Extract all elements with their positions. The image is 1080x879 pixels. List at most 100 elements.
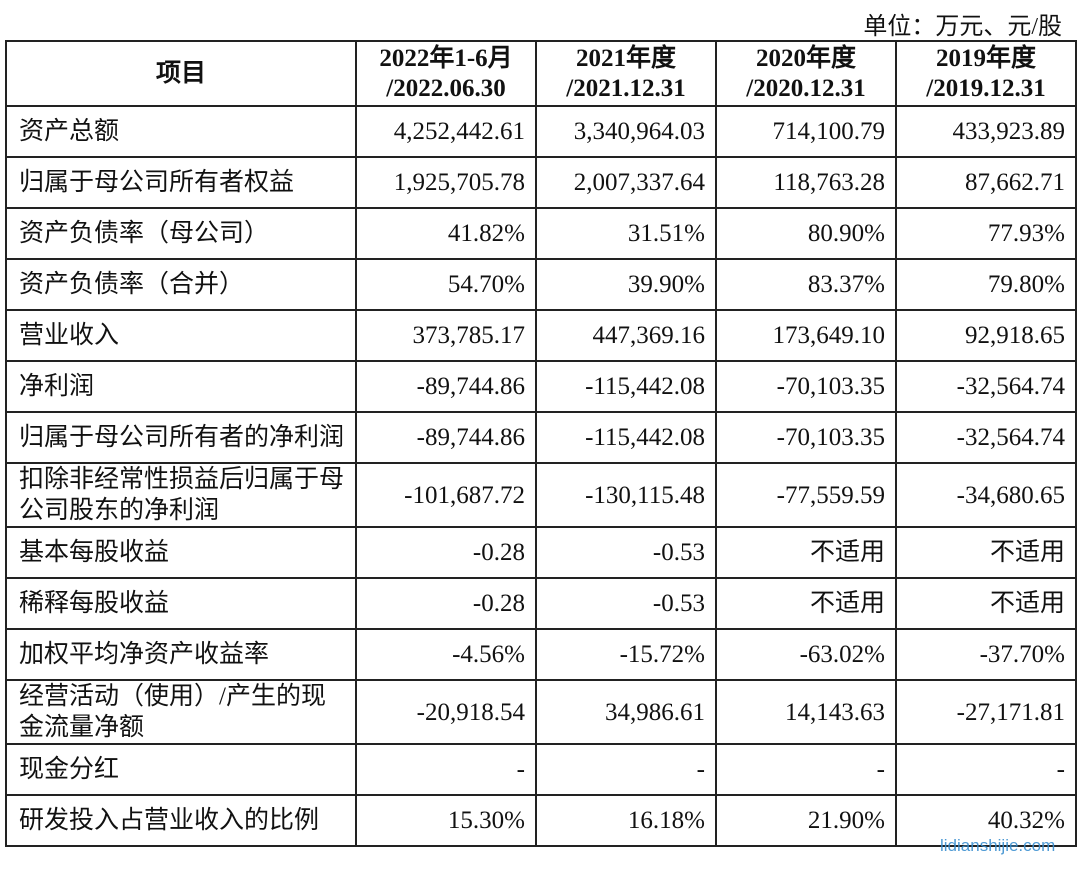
value-cell: -0.28 [355,577,537,630]
table-row: 稀释每股收益 -0.28 -0.53 不适用 不适用 [5,577,1077,630]
table-row: 净利润 -89,744.86 -115,442.08 -70,103.35 -32,56… [5,360,1077,413]
row-label: 稀释每股收益 [5,577,357,630]
header-line: 2020年度 [755,44,856,72]
value-cell: 不适用 [715,577,897,630]
value-cell: -101,687.72 [355,462,537,528]
value-cell: 41.82% [355,207,537,260]
table-row: 资产负债率（合并） 54.70% 39.90% 83.37% 79.80% [5,258,1077,311]
value-cell: -20,918.54 [355,679,537,745]
header-cell: 2022年1-6月/2022.06.30 [355,40,537,107]
value-cell: -77,559.59 [715,462,897,528]
row-label: 资产总额 [5,105,357,158]
value-cell: 15.30% [355,794,537,847]
value-cell: 79.80% [895,258,1077,311]
value-cell: 21.90% [715,794,897,847]
row-label: 净利润 [5,360,357,413]
table-row: 基本每股收益 -0.28 -0.53 不适用 不适用 [5,526,1077,579]
data-table: 项目 2022年1-6月/2022.06.30 2021年度/2021.12.31 2… [5,40,1077,847]
value-cell: 1,925,705.78 [355,156,537,209]
value-cell: 3,340,964.03 [535,105,717,158]
value-cell: 2,007,337.64 [535,156,717,209]
value-cell: -37.70% [895,628,1077,681]
value-cell: 373,785.17 [355,309,537,362]
value-cell: 714,100.79 [715,105,897,158]
header-cell: 2019年度/2019.12.31 [895,40,1077,107]
unit-note: 单位：万元、元/股 [863,14,1062,40]
value-cell: -70,103.35 [715,360,897,413]
value-cell: -32,564.74 [895,411,1077,464]
value-cell: 80.90% [715,207,897,260]
value-cell: 4,252,442.61 [355,105,537,158]
value-cell: -0.53 [535,577,717,630]
value-cell: -27,171.81 [895,679,1077,745]
value-cell: 54.70% [355,258,537,311]
row-label: 资产负债率（母公司） [5,207,357,260]
table-row: 研发投入占营业收入的比例 15.30% 16.18% 21.90% 40.32% [5,794,1077,847]
table-row: 营业收入 373,785.17 447,369.16 173,649.10 92,918… [5,309,1077,362]
value-cell: - [355,743,537,796]
value-cell: -34,680.65 [895,462,1077,528]
value-cell: 77.93% [895,207,1077,260]
header-line: /2019.12.31 [926,74,1046,102]
value-cell: 31.51% [535,207,717,260]
value-cell: 173,649.10 [715,309,897,362]
table-row: 资产负债率（母公司） 41.82% 31.51% 80.90% 77.93% [5,207,1077,260]
value-cell: -70,103.35 [715,411,897,464]
value-cell: 447,369.16 [535,309,717,362]
value-cell: -0.53 [535,526,717,579]
value-cell: 118,763.28 [715,156,897,209]
header-line: /2021.12.31 [566,74,686,102]
value-cell: -0.28 [355,526,537,579]
value-cell: 不适用 [895,577,1077,630]
value-cell: -89,744.86 [355,360,537,413]
header-cell: 项目 [5,40,357,107]
row-label: 归属于母公司所有者权益 [5,156,357,209]
value-cell: 39.90% [535,258,717,311]
value-cell: - [715,743,897,796]
value-cell: 92,918.65 [895,309,1077,362]
row-label: 经营活动（使用）/产生的现金流量净额 [5,679,357,745]
value-cell: -63.02% [715,628,897,681]
row-label: 研发投入占营业收入的比例 [5,794,357,847]
row-label: 资产负债率（合并） [5,258,357,311]
table-row: 现金分红 - - - - [5,743,1077,796]
value-cell: - [895,743,1077,796]
value-cell: 40.32% [895,794,1077,847]
watermark: lidianshijie.com [940,836,1056,855]
value-cell: 83.37% [715,258,897,311]
table-row: 扣除非经常性损益后归属于母公司股东的净利润 -101,687.72 -130,115… [5,462,1077,528]
row-label: 基本每股收益 [5,526,357,579]
value-cell: 16.18% [535,794,717,847]
header-line: /2022.06.30 [386,74,506,102]
header-line: 2022年1-6月 [379,44,513,72]
header-line: 项目 [155,59,206,87]
value-cell: 14,143.63 [715,679,897,745]
value-cell: 87,662.71 [895,156,1077,209]
value-cell: -15.72% [535,628,717,681]
row-label: 营业收入 [5,309,357,362]
value-cell: 不适用 [715,526,897,579]
table-row: 经营活动（使用）/产生的现金流量净额 -20,918.54 34,986.61 14,… [5,679,1077,745]
value-cell: -4.56% [355,628,537,681]
value-cell: -115,442.08 [535,360,717,413]
table-row: 归属于母公司所有者权益 1,925,705.78 2,007,337.64 118,7… [5,156,1077,209]
value-cell: -115,442.08 [535,411,717,464]
value-cell: 433,923.89 [895,105,1077,158]
table-row: 加权平均净资产收益率 -4.56% -15.72% -63.02% -37.70% [5,628,1077,681]
header-line: /2020.12.31 [746,74,866,102]
header-row: 项目 2022年1-6月/2022.06.30 2021年度/2021.12.31 2… [5,40,1077,107]
header-line: 2021年度 [575,44,676,72]
table-row: 归属于母公司所有者的净利润 -89,744.86 -115,442.08 -70,10… [5,411,1077,464]
row-label: 加权平均净资产收益率 [5,628,357,681]
header-cell: 2020年度/2020.12.31 [715,40,897,107]
row-label: 现金分红 [5,743,357,796]
header-cell: 2021年度/2021.12.31 [535,40,717,107]
row-label: 归属于母公司所有者的净利润 [5,411,357,464]
row-label: 扣除非经常性损益后归属于母公司股东的净利润 [5,462,357,528]
table-body: 资产总额 4,252,442.61 3,340,964.03 714,100.79 43… [5,105,1077,847]
value-cell: -32,564.74 [895,360,1077,413]
value-cell: 不适用 [895,526,1077,579]
value-cell: -130,115.48 [535,462,717,528]
value-cell: -89,744.86 [355,411,537,464]
